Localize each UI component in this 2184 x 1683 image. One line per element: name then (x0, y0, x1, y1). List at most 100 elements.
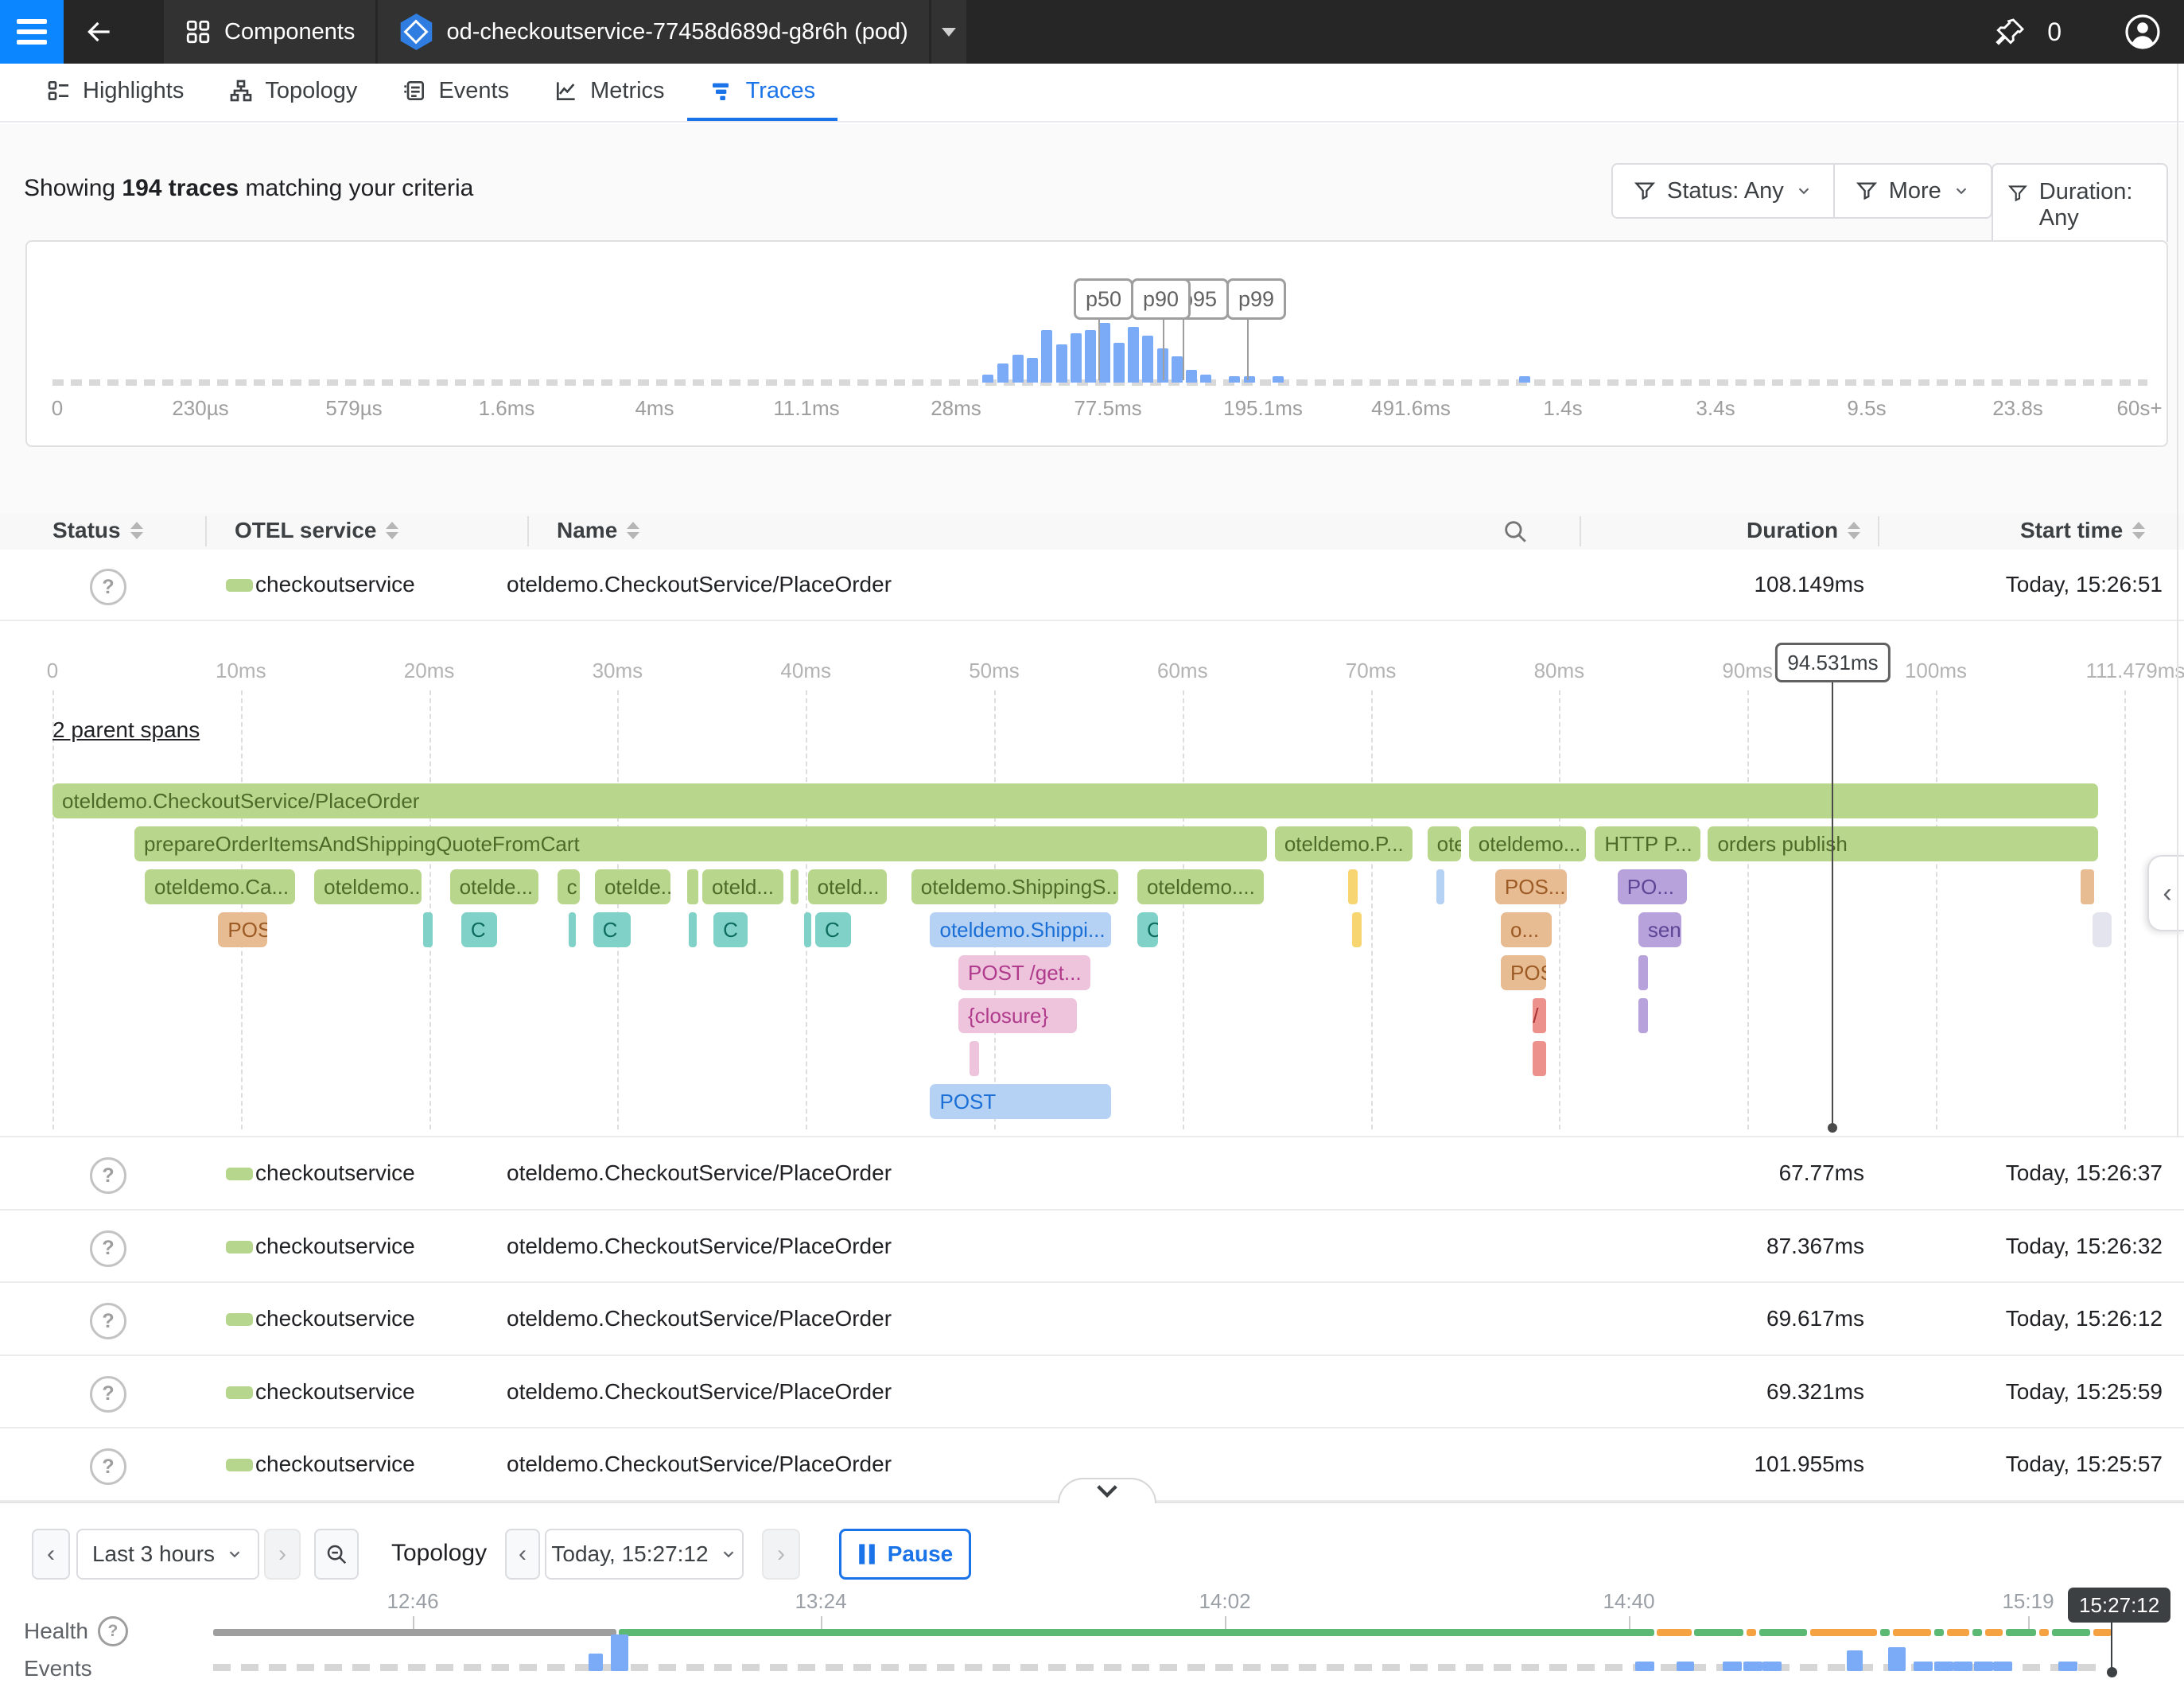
span-bar[interactable] (1436, 869, 1444, 904)
event-marker[interactable] (611, 1634, 628, 1671)
span-bar[interactable]: PO... (1617, 869, 1688, 904)
histogram-bar[interactable] (1012, 355, 1024, 383)
histogram-bar[interactable] (1244, 376, 1255, 383)
column-header-start-time[interactable]: Start time (2020, 518, 2146, 543)
span-bar[interactable] (1351, 912, 1362, 947)
span-bar[interactable]: oteldemo.P... (1274, 826, 1413, 861)
event-marker[interactable] (2058, 1662, 2077, 1671)
timeframe-select[interactable]: Last 3 hours (76, 1529, 259, 1580)
event-marker[interactable] (1934, 1662, 1953, 1671)
status-filter-button[interactable]: Status: Any (1613, 165, 1833, 217)
event-marker[interactable] (1635, 1662, 1654, 1671)
span-bar[interactable]: oteldemo.ShippingS... (911, 869, 1119, 904)
span-bar[interactable]: POS (1500, 955, 1546, 990)
collapse-panel-button[interactable] (1058, 1478, 1156, 1503)
side-panel-handle[interactable]: ‹ (2147, 855, 2184, 931)
tab-topology[interactable]: Topology (206, 64, 379, 121)
span-bar[interactable]: POST (930, 1084, 1111, 1119)
histogram-bar[interactable] (1186, 370, 1197, 383)
span-bar[interactable]: oteldemo.... (314, 869, 422, 904)
span-bar[interactable]: otelde... (449, 869, 538, 904)
histogram-bar[interactable] (1099, 323, 1110, 383)
column-header-name[interactable]: Name (557, 518, 640, 543)
span-bar[interactable] (803, 912, 812, 947)
span-bar[interactable]: / (1533, 998, 1546, 1033)
more-filter-button[interactable]: More (1832, 165, 1991, 217)
histogram-bar[interactable] (1200, 375, 1211, 383)
span-bar[interactable] (1348, 869, 1358, 904)
span-bar[interactable]: oteld... (701, 869, 783, 904)
histogram-bar[interactable] (1128, 327, 1139, 383)
event-marker[interactable] (1723, 1662, 1742, 1671)
span-bar[interactable]: oteldemo.Ca... (145, 869, 296, 904)
back-button[interactable] (64, 0, 135, 64)
span-bar[interactable]: POS (218, 912, 267, 947)
span-bar[interactable] (568, 912, 577, 947)
span-bar[interactable]: C (461, 912, 497, 947)
span-bar[interactable]: POS... (1494, 869, 1567, 904)
timeframe-back-button[interactable]: ‹ (32, 1529, 70, 1580)
histogram-bar[interactable] (1519, 376, 1530, 383)
span-bar[interactable]: C (593, 912, 631, 947)
hamburger-menu-icon[interactable] (0, 0, 64, 64)
span-bar[interactable] (2081, 869, 2094, 904)
histogram-bar[interactable] (1085, 330, 1096, 383)
span-bar[interactable] (791, 869, 799, 904)
histogram-bar[interactable] (997, 363, 1008, 383)
tab-traces[interactable]: Traces (686, 64, 838, 121)
span-bar[interactable] (687, 869, 699, 904)
span-bar[interactable]: o... (1500, 912, 1552, 947)
span-bar[interactable] (689, 912, 697, 947)
histogram-bar[interactable] (1229, 376, 1240, 383)
span-bar[interactable]: oteldemo.Shippi... (930, 912, 1111, 947)
event-marker[interactable] (1762, 1662, 1782, 1671)
span-bar[interactable]: otelde... (594, 869, 670, 904)
span-bar[interactable]: sen... (1638, 912, 1682, 947)
event-marker[interactable] (1974, 1662, 1993, 1671)
event-marker[interactable] (1888, 1647, 1906, 1671)
span-bar[interactable]: oteldemo.CheckoutService/PlaceOrder (52, 783, 2098, 818)
trace-row[interactable]: ? checkoutservice oteldemo.CheckoutService… (0, 1283, 2184, 1356)
histogram-bar[interactable] (1041, 330, 1052, 383)
pin-icon[interactable] (1995, 16, 2027, 48)
event-marker[interactable] (1743, 1662, 1762, 1671)
histogram-bar[interactable] (1027, 358, 1038, 383)
tab-metrics[interactable]: Metrics (531, 64, 686, 121)
span-bar[interactable]: oteld... (807, 869, 888, 904)
span-bar[interactable] (2092, 912, 2112, 947)
column-header-status[interactable]: Status (52, 518, 143, 543)
column-header-otel-service[interactable]: OTEL service (235, 518, 399, 543)
histogram-bar[interactable] (1172, 356, 1183, 383)
trace-row[interactable]: ? checkoutservice oteldemo.CheckoutServi… (0, 550, 2184, 621)
span-bar[interactable] (970, 1041, 980, 1076)
entity-tab[interactable]: od-checkoutservice-77458d689d-g8r6h (pod… (378, 0, 929, 64)
span-bar[interactable]: C (815, 912, 852, 947)
span-bar[interactable]: C (1137, 912, 1158, 947)
span-bar[interactable]: orders publish (1708, 826, 2098, 861)
time-forward-button[interactable]: › (762, 1529, 800, 1580)
span-bar[interactable]: c (557, 869, 581, 904)
trace-row[interactable]: ? checkoutservice oteldemo.CheckoutService… (0, 1210, 2184, 1284)
trace-row[interactable]: ? checkoutservice oteldemo.CheckoutService… (0, 1355, 2184, 1429)
trace-row[interactable]: ? checkoutservice oteldemo.CheckoutService… (0, 1137, 2184, 1211)
span-bar[interactable]: oteldemo.... (1137, 869, 1264, 904)
histogram-bar[interactable] (1273, 376, 1284, 383)
pause-button[interactable]: Pause (839, 1529, 971, 1580)
span-bar[interactable]: oteldemo... (1468, 826, 1586, 861)
span-bar[interactable]: {closure} (958, 998, 1078, 1033)
time-select[interactable]: Today, 15:27:12 (545, 1529, 744, 1580)
event-marker[interactable] (1914, 1662, 1933, 1671)
event-marker[interactable] (589, 1654, 603, 1671)
zoom-out-button[interactable] (314, 1529, 359, 1580)
histogram-bar[interactable] (982, 375, 993, 383)
event-marker[interactable] (1847, 1650, 1863, 1671)
span-bar[interactable]: C (713, 912, 748, 947)
span-bar[interactable]: prepareOrderItemsAndShippingQuoteFromCar… (134, 826, 1268, 861)
histogram-bar[interactable] (1142, 336, 1153, 383)
span-bar[interactable]: POST /get... (958, 955, 1090, 990)
help-icon[interactable]: ? (97, 1616, 128, 1646)
user-avatar-icon[interactable] (2124, 13, 2162, 51)
span-bar[interactable]: HTTP P... (1595, 826, 1700, 861)
histogram-bar[interactable] (1113, 343, 1125, 383)
span-bar[interactable] (1638, 955, 1648, 990)
